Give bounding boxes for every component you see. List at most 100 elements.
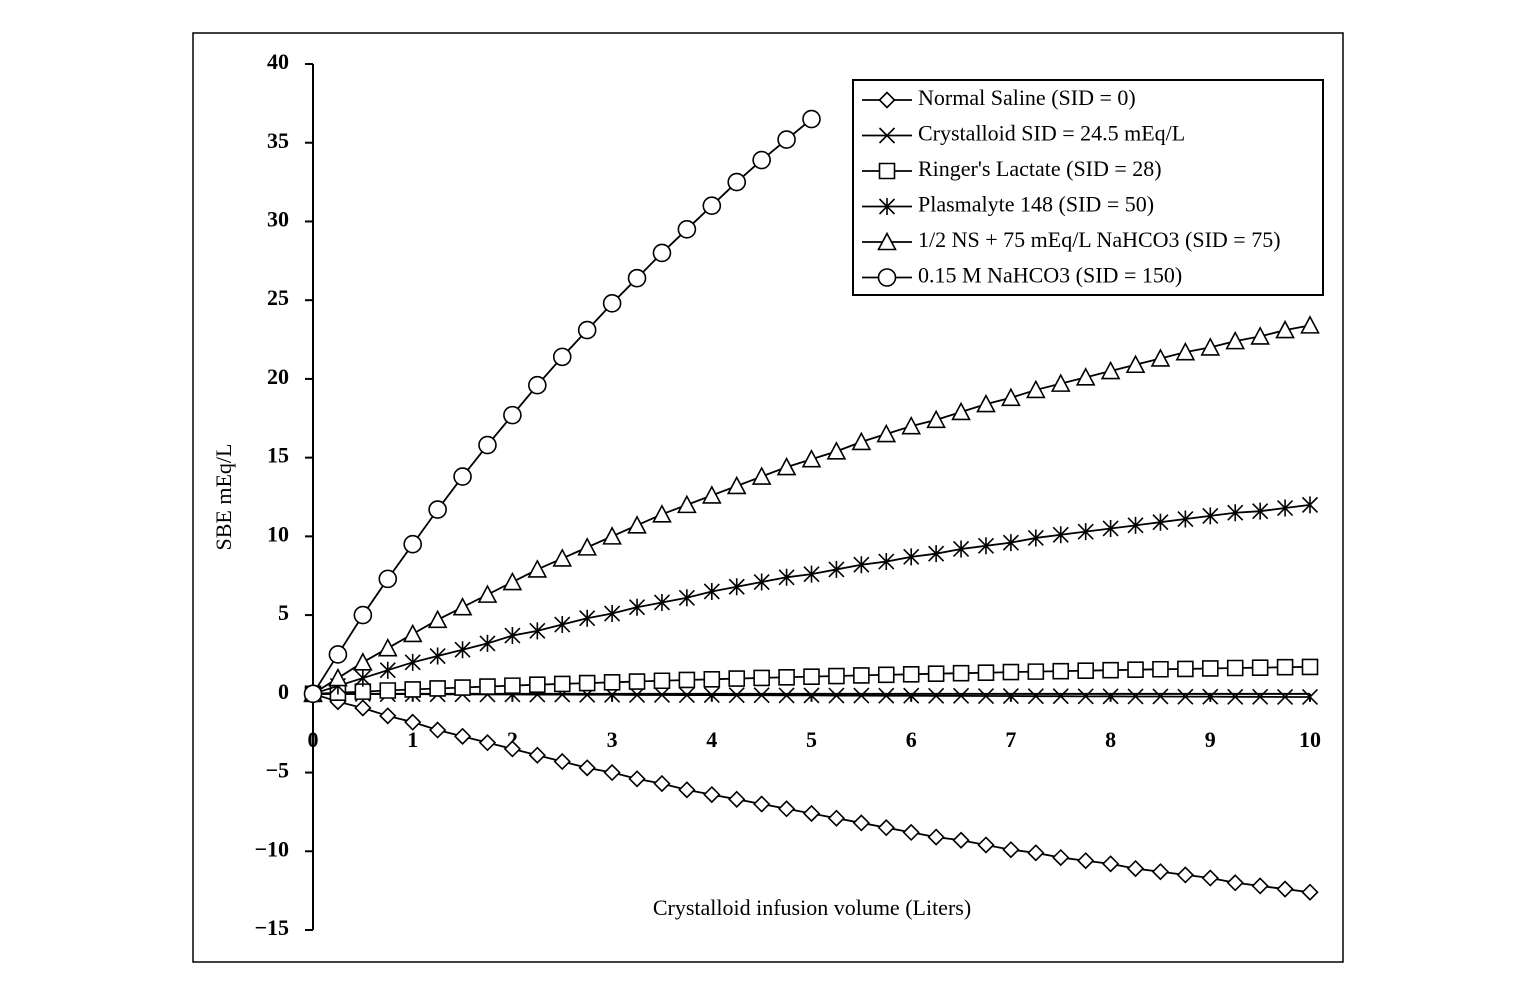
data-point [903, 687, 920, 704]
data-point [1301, 496, 1319, 514]
data-point [803, 687, 820, 704]
data-point [977, 537, 995, 555]
y-tick-label: 35 [267, 128, 289, 153]
data-point [1152, 688, 1169, 705]
data-point [1052, 662, 1070, 680]
data-point [1100, 360, 1121, 380]
data-point [726, 475, 747, 495]
data-point [578, 674, 596, 692]
data-point [303, 684, 323, 704]
data-point [529, 676, 546, 693]
legend-label: 0.15 M NaHCO3 (SID = 150) [918, 263, 1182, 288]
data-point [1102, 688, 1119, 705]
data-point [454, 679, 471, 696]
data-point [653, 774, 671, 793]
data-point [603, 674, 621, 691]
data-point [653, 686, 671, 703]
data-point [703, 687, 720, 704]
data-point [528, 746, 546, 764]
data-point [1301, 883, 1319, 901]
data-point [404, 653, 421, 671]
data-point [1002, 534, 1019, 552]
data-point [1252, 688, 1269, 705]
data-point [902, 665, 920, 683]
data-point [803, 668, 820, 685]
legend-label: Normal Saline (SID = 0) [918, 85, 1136, 110]
data-point [529, 622, 546, 640]
data-point [1052, 526, 1069, 544]
data-point [753, 687, 770, 704]
y-tick-label: 5 [278, 600, 289, 625]
x-tick-label: 5 [806, 727, 817, 752]
data-point [1077, 688, 1094, 705]
data-point [776, 456, 797, 476]
data-point [1101, 855, 1120, 873]
data-point [826, 441, 847, 460]
legend-marker [878, 198, 896, 215]
data-point [977, 836, 995, 854]
data-point [1075, 367, 1096, 386]
data-point [552, 548, 573, 567]
legend-marker [878, 162, 896, 180]
y-tick-label: 40 [267, 49, 289, 74]
data-point [602, 294, 622, 313]
data-point [602, 526, 622, 545]
data-point [877, 666, 895, 684]
data-point [478, 435, 497, 455]
data-point [1125, 354, 1146, 374]
x-tick-label: 8 [1105, 727, 1116, 752]
data-point [1226, 659, 1244, 677]
legend-label: Crystalloid SID = 24.5 mEq/L [918, 121, 1185, 146]
x-tick-label: 10 [1299, 727, 1321, 752]
legend-marker [877, 231, 897, 251]
data-point [703, 785, 721, 804]
data-point [553, 675, 571, 693]
legend-marker [878, 127, 896, 144]
data-point [1002, 841, 1020, 859]
data-point [1277, 499, 1294, 517]
data-point [877, 819, 895, 837]
data-point [402, 623, 423, 643]
data-point [354, 683, 372, 700]
data-point [928, 687, 945, 704]
data-point [1127, 516, 1144, 534]
legend-marker [878, 91, 896, 109]
data-point [1102, 519, 1119, 537]
data-point [852, 814, 870, 832]
data-point [802, 804, 821, 823]
data-point [1002, 687, 1019, 705]
data-point [803, 565, 820, 583]
data-point [579, 609, 596, 627]
data-point [428, 721, 447, 739]
x-tick-label: 7 [1005, 727, 1016, 752]
data-point [1177, 688, 1194, 705]
data-point [627, 268, 647, 288]
data-point [878, 687, 895, 704]
data-point [701, 485, 722, 504]
data-point [503, 405, 522, 425]
data-point [1276, 658, 1294, 676]
data-point [827, 809, 846, 827]
data-point [554, 616, 571, 634]
x-axis-title: Crystalloid infusion volume (Liters) [653, 895, 971, 920]
data-point [678, 589, 695, 607]
y-tick-label: 30 [267, 207, 289, 232]
data-point [1300, 315, 1320, 334]
data-point [1275, 319, 1295, 339]
data-point [1027, 663, 1045, 680]
data-point [528, 375, 547, 395]
data-point [503, 740, 522, 758]
data-point [427, 609, 448, 629]
data-point [703, 671, 721, 688]
data-point [1175, 341, 1196, 361]
data-point [1077, 662, 1094, 679]
data-point [777, 800, 796, 818]
data-point [1200, 337, 1221, 356]
data-point [1252, 502, 1269, 520]
data-point [1077, 852, 1095, 870]
data-point [578, 759, 596, 777]
data-point [903, 548, 920, 566]
data-point [1201, 869, 1219, 887]
data-point [1251, 877, 1269, 895]
data-point [354, 699, 372, 717]
